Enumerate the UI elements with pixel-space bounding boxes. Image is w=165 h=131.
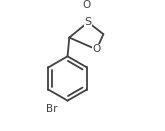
Text: O: O [92,45,101,54]
Text: S: S [84,17,92,27]
Text: O: O [82,0,90,10]
Text: Br: Br [47,104,58,114]
